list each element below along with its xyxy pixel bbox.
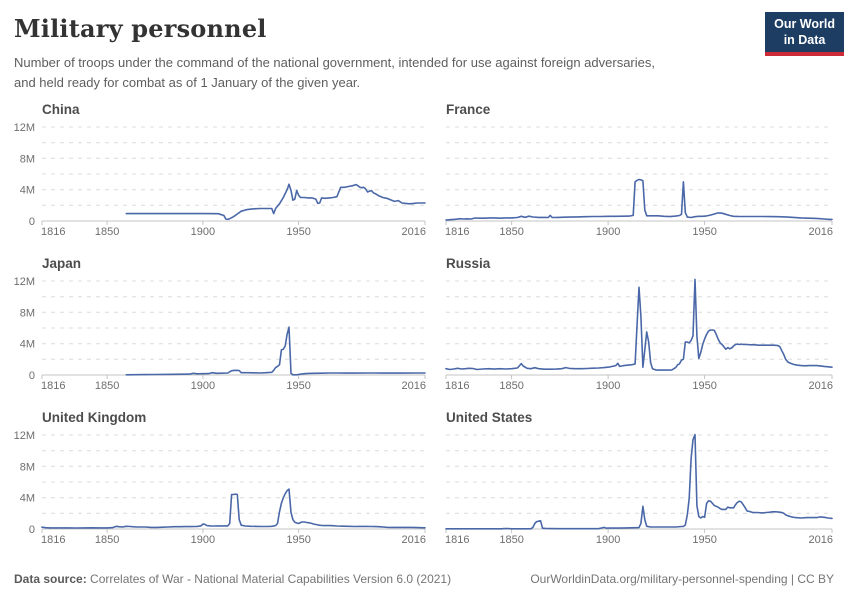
svg-text:1950: 1950 — [692, 534, 716, 546]
chart-panel-japan: Japan 1816 1850 1900 1950 2016 0 4M 8M 12M — [14, 256, 427, 393]
svg-text:4M: 4M — [20, 493, 35, 505]
svg-text:1900: 1900 — [596, 534, 620, 546]
svg-text:1950: 1950 — [692, 380, 716, 392]
chart-panel-china: China 1816 1850 1900 1950 2016 0 4M 8M 12M — [14, 102, 427, 239]
panel-title-united-states: United States — [446, 410, 533, 425]
svg-text:2016: 2016 — [809, 534, 833, 546]
svg-text:1900: 1900 — [191, 534, 215, 546]
svg-text:1816: 1816 — [445, 534, 469, 546]
chart-footer: Data source: Correlates of War - Nationa… — [14, 572, 834, 586]
svg-text:1950: 1950 — [286, 380, 310, 392]
owid-logo: Our World in Data — [765, 12, 844, 57]
svg-text:1900: 1900 — [596, 226, 620, 238]
page-title: Military personnel — [14, 14, 267, 43]
footer-url-license: OurWorldinData.org/military-personnel-sp… — [530, 572, 834, 586]
line-chart-united-kingdom: 1816 1850 1900 1950 2016 0 4M 8M 12M — [14, 430, 426, 546]
svg-text:1950: 1950 — [692, 226, 716, 238]
line-chart-united-states: 1816 1850 1900 1950 2016 — [445, 433, 833, 546]
svg-text:4M: 4M — [20, 185, 35, 197]
svg-text:12M: 12M — [14, 276, 35, 288]
svg-text:1850: 1850 — [95, 380, 119, 392]
line-chart-france: 1816 1850 1900 1950 2016 — [445, 126, 833, 238]
svg-text:2016: 2016 — [402, 226, 426, 238]
svg-text:8M: 8M — [20, 307, 35, 319]
panel-title-united-kingdom: United Kingdom — [42, 410, 147, 425]
svg-text:2016: 2016 — [402, 380, 426, 392]
line-chart-china: 1816 1850 1900 1950 2016 0 4M 8M 12M — [14, 122, 426, 238]
svg-text:1850: 1850 — [499, 226, 523, 238]
line-chart-japan: 1816 1850 1900 1950 2016 0 4M 8M 12M — [14, 276, 426, 392]
svg-text:1900: 1900 — [596, 380, 620, 392]
svg-text:1816: 1816 — [41, 534, 65, 546]
owid-logo-line1: Our World — [774, 17, 835, 31]
svg-text:1850: 1850 — [95, 226, 119, 238]
chart-header: Military personnel Number of troops unde… — [14, 12, 844, 92]
svg-text:2016: 2016 — [809, 226, 833, 238]
svg-text:12M: 12M — [14, 430, 35, 442]
panel-title-russia: Russia — [446, 256, 491, 271]
svg-text:1816: 1816 — [445, 380, 469, 392]
svg-text:1850: 1850 — [499, 380, 523, 392]
svg-text:1900: 1900 — [191, 380, 215, 392]
svg-text:1950: 1950 — [286, 534, 310, 546]
chart-panel-france: France 1816 1850 1900 1950 2016 — [445, 102, 834, 239]
small-multiples-grid: China 1816 1850 1900 1950 2016 0 4M 8M 12M Franc… — [14, 102, 834, 547]
panel-title-china: China — [42, 102, 80, 117]
data-source: Data source: Correlates of War - Nationa… — [14, 572, 451, 586]
svg-text:2016: 2016 — [809, 380, 833, 392]
svg-text:0: 0 — [29, 216, 35, 228]
svg-text:1950: 1950 — [286, 226, 310, 238]
svg-text:4M: 4M — [20, 339, 35, 351]
svg-text:0: 0 — [29, 370, 35, 382]
panel-title-japan: Japan — [42, 256, 82, 271]
svg-text:2016: 2016 — [402, 534, 426, 546]
svg-text:1816: 1816 — [41, 380, 65, 392]
svg-text:1850: 1850 — [95, 534, 119, 546]
svg-text:1816: 1816 — [445, 226, 469, 238]
svg-text:1816: 1816 — [41, 226, 65, 238]
line-chart-russia: 1816 1850 1900 1950 2016 — [445, 278, 833, 392]
svg-text:8M: 8M — [20, 461, 35, 473]
chart-panel-united-states: United States 1816 1850 1900 1950 2016 — [445, 410, 834, 547]
data-source-text: Correlates of War - National Material Ca… — [90, 572, 452, 586]
panel-title-france: France — [446, 102, 491, 117]
chart-panel-united-kingdom: United Kingdom 1816 1850 1900 1950 2016 0 4M 8M… — [14, 410, 427, 547]
svg-text:8M: 8M — [20, 153, 35, 165]
data-source-label: Data source: — [14, 572, 87, 586]
svg-text:12M: 12M — [14, 122, 35, 134]
svg-text:0: 0 — [29, 524, 35, 536]
svg-text:1850: 1850 — [499, 534, 523, 546]
owid-logo-line2: in Data — [783, 32, 826, 47]
chart-panel-russia: Russia 1816 1850 1900 1950 2016 — [445, 256, 834, 393]
svg-text:1900: 1900 — [191, 226, 215, 238]
page-subtitle: Number of troops under the command of th… — [14, 55, 655, 90]
